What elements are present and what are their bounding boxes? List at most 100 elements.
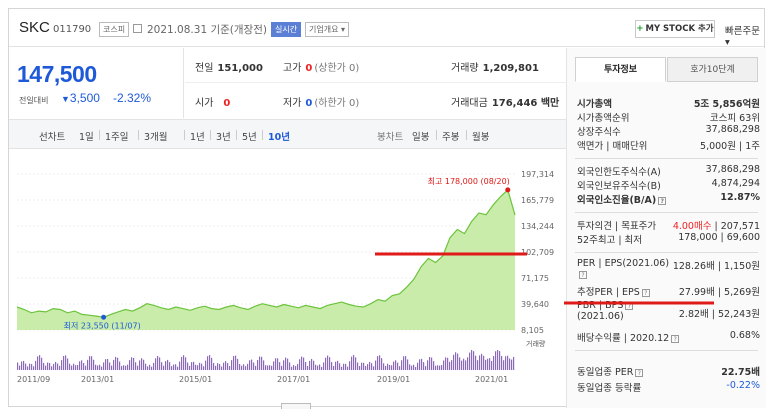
volume-bar: [335, 361, 337, 370]
help-icon[interactable]: ?: [671, 334, 680, 343]
volume-label: 거래량: [526, 339, 546, 348]
period-1week[interactable]: 1주일: [105, 132, 129, 143]
stock-name[interactable]: SKC: [19, 19, 50, 36]
realtime-badge[interactable]: 실시간: [271, 22, 302, 37]
price-chart[interactable]: 197,314 165,779 134,244 102,709 71,175 39,640…: [9, 150, 566, 400]
candle-weekly[interactable]: 주봉: [442, 132, 460, 143]
volume-bar: [263, 360, 265, 370]
toolbar-divider: [184, 130, 185, 140]
chart-collapse-handle[interactable]: [281, 403, 311, 409]
period-3year[interactable]: 3년: [216, 132, 231, 143]
info-label: 외국인한도주식수(A): [577, 167, 661, 178]
info-value: 0.68%: [729, 330, 760, 341]
volume-bar: [323, 362, 325, 370]
period-1day[interactable]: 1일: [79, 132, 94, 143]
info-label: 외국인보유주식수(B): [577, 181, 661, 192]
volume-bar: [417, 362, 419, 370]
help-icon[interactable]: ?: [658, 196, 667, 205]
company-overview-label: 기업개요: [309, 25, 339, 34]
volume-bar: [247, 363, 249, 370]
toolbar-divider: [466, 130, 467, 140]
volume-bar: [149, 364, 151, 370]
toolbar-divider: [99, 130, 100, 140]
target-price: 207,571: [720, 221, 760, 232]
help-icon[interactable]: ?: [635, 368, 644, 377]
volume-bar: [371, 363, 373, 370]
volume-bar: [351, 356, 353, 370]
period-10year[interactable]: 10년: [268, 132, 290, 143]
y-tick-label: 165,779: [521, 196, 554, 205]
volume-value: 1,209,801: [482, 63, 539, 74]
period-5year[interactable]: 5년: [242, 132, 257, 143]
info-value: 178,000 | 69,600: [678, 232, 760, 243]
volume-bars: [17, 350, 515, 370]
volume-bar: [121, 366, 123, 370]
quick-order-label: 빠른주문: [725, 26, 760, 37]
volume-bar: [215, 365, 217, 370]
volume-bar: [375, 360, 377, 370]
info-value: 37,868,298: [705, 124, 760, 135]
tab-investment-info[interactable]: 투자정보: [575, 57, 666, 82]
volume-bar: [331, 362, 333, 370]
volume-bar: [345, 363, 347, 370]
volume-bar: [443, 360, 445, 370]
volume-bar: [245, 366, 247, 370]
toolbar-divider: [436, 130, 437, 140]
volume-bar: [67, 358, 69, 370]
volume-bar: [441, 364, 443, 370]
period-3month[interactable]: 3개월: [144, 132, 168, 143]
high-annotation: 최고 178,000 (08/20): [428, 176, 510, 186]
volume-bar: [387, 363, 389, 370]
volume-bar: [237, 358, 239, 370]
pbr-label: PBR | BPS: [577, 300, 624, 311]
volume-bar: [123, 365, 125, 370]
volume-bar: [261, 356, 263, 370]
volume-bar: [35, 360, 37, 370]
volume-bar: [357, 362, 359, 370]
help-icon[interactable]: ?: [579, 270, 587, 279]
price-change-value: 3,500: [69, 91, 100, 105]
volume-bar: [139, 360, 141, 370]
volume-bar: [319, 364, 321, 370]
volume-bar: [513, 356, 515, 370]
volume-bar: [207, 356, 209, 370]
volume-bar: [283, 360, 285, 370]
volume-bar: [111, 365, 113, 370]
volume-bar: [477, 360, 479, 370]
candle-daily[interactable]: 일봉: [412, 132, 430, 143]
volume-bar: [489, 358, 491, 370]
chart-toolbar: 선차트 1일 1주일 3개월 1년 3년 5년 10년 봉차트 일봉 주봉 월봉: [9, 119, 566, 149]
volume-bar: [429, 357, 431, 370]
period-1year[interactable]: 1년: [190, 132, 205, 143]
volume-bar: [353, 355, 355, 370]
add-mystock-button[interactable]: + MY STOCK 추가: [635, 20, 715, 38]
volume-bar: [493, 356, 495, 370]
high-label: 고가: [283, 63, 302, 74]
volume-bar: [289, 362, 291, 370]
volume-bar: [213, 363, 215, 370]
tab-orderbook[interactable]: 호가10단계: [667, 57, 758, 82]
volume-bar: [349, 361, 351, 370]
company-overview-button[interactable]: 기업개요 ▾: [305, 22, 350, 37]
volume-bar: [193, 361, 195, 370]
info-value: 37,868,298: [705, 164, 760, 175]
volume-bar: [241, 365, 243, 370]
per-label: PER | EPS(2021.06): [577, 258, 670, 269]
volume-bar: [457, 353, 459, 370]
period-line-chart[interactable]: 선차트: [39, 132, 66, 143]
candle-monthly[interactable]: 월봉: [472, 132, 490, 143]
volume-bar: [499, 351, 501, 370]
volume-bar: [309, 360, 311, 370]
quick-order-button[interactable]: 빠른주문 ▾: [725, 26, 760, 48]
volume-bar: [257, 360, 259, 370]
opinion-value: 4.00매수: [672, 221, 712, 232]
volume-bar: [285, 357, 287, 370]
candle-chart[interactable]: 봉차트: [377, 132, 404, 143]
price-change: ▼3,500: [61, 91, 100, 105]
info-label: 시가총액: [577, 99, 612, 110]
help-icon[interactable]: ?: [641, 288, 650, 297]
volume-bar: [315, 364, 317, 370]
volume-bar: [167, 359, 169, 370]
volume-bar: [91, 356, 93, 370]
toolbar-divider: [210, 130, 211, 140]
